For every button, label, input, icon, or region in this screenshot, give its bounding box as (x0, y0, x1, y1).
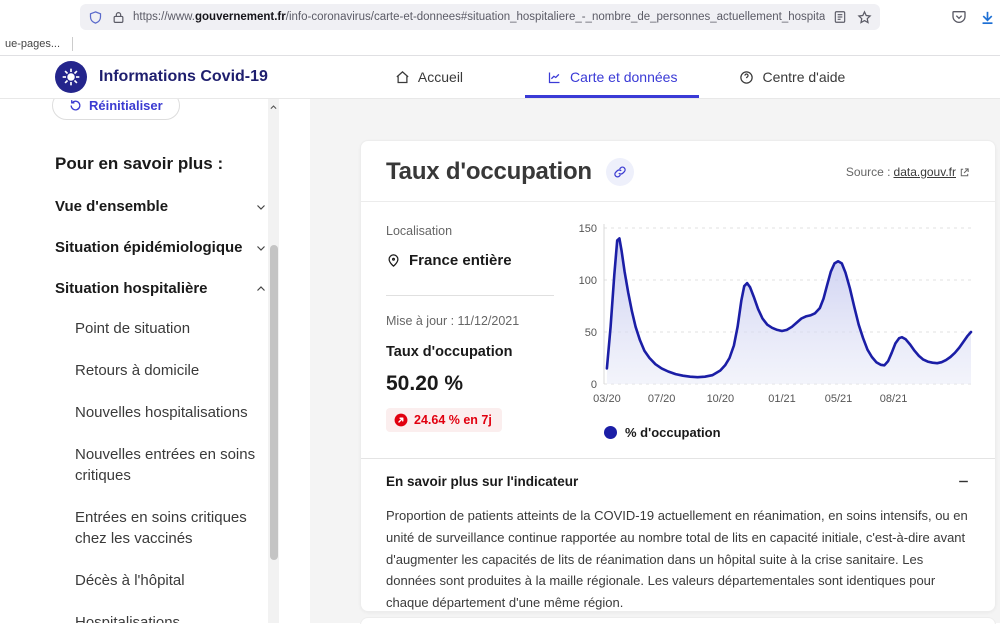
reset-button-label: Réinitialiser (89, 99, 163, 113)
divider (386, 295, 554, 296)
virus-logo-icon (55, 61, 87, 93)
source-line: Source : data.gouv.fr (846, 165, 970, 179)
main-content: Taux d'occupation Source : data.gouv.fr … (310, 99, 1000, 624)
shield-icon[interactable] (88, 10, 103, 25)
sidebar-item-retours-a-domicile[interactable]: Retours à domicile (75, 362, 200, 379)
localisation-value[interactable]: France entière (409, 252, 512, 269)
svg-text:07/20: 07/20 (648, 393, 676, 405)
sidebar-item-nouvelles-entrees-soins-critiques[interactable]: Nouvelles entrées en soins critiques (75, 446, 256, 484)
indicator-details-section: En savoir plus sur l'indicateur Proporti… (361, 458, 995, 611)
section-label: Vue d'ensemble (55, 198, 169, 215)
sidebar-item-deces-a-lhopital[interactable]: Décès à l'hôpital (75, 572, 185, 589)
sidebar-heading: Pour en savoir plus : (55, 154, 224, 173)
section-label: Situation épidémiologique (55, 239, 243, 256)
download-icon[interactable] (979, 9, 996, 26)
delta-badge: 24.64 % en 7j (386, 408, 502, 432)
svg-text:0: 0 (591, 379, 597, 391)
card-body: Localisation France entière Mise à jour … (361, 202, 995, 446)
bookmarks-separator (72, 37, 74, 51)
increase-arrow-icon (394, 413, 408, 427)
help-circle-icon (740, 70, 754, 84)
url-bar[interactable]: https://www.gouvernement.fr/info-coronav… (80, 4, 880, 30)
card-header: Taux d'occupation Source : data.gouv.fr (361, 141, 995, 202)
sidebar-scrollbar-thumb[interactable] (269, 245, 278, 560)
svg-text:50: 50 (585, 327, 597, 339)
legend-dot-icon (604, 426, 617, 439)
sidebar: Réinitialiser Pour en savoir plus : Vue … (0, 99, 310, 623)
chart-legend: % d'occupation (604, 425, 977, 440)
nav-accueil[interactable]: Accueil (373, 56, 485, 98)
star-icon[interactable] (857, 9, 872, 25)
bookmarks-bar: ue-pages... (0, 33, 1000, 56)
nav-label: Accueil (417, 69, 464, 85)
legend-label: % d'occupation (625, 425, 721, 440)
localisation-label: Localisation (386, 224, 453, 238)
next-card-edge (360, 617, 996, 624)
chevron-down-icon (257, 204, 265, 210)
sidebar-section-vue-densemble[interactable]: Vue d'ensemble (55, 198, 267, 215)
reset-button[interactable]: Réinitialiser (52, 99, 180, 120)
refresh-icon (70, 100, 81, 111)
browser-chrome: https://www.gouvernement.fr/info-coronav… (0, 0, 1000, 56)
chart-area: 0 50 100 150 03/20 07/20 10/20 01/21 05/21 08/21 … (574, 216, 983, 440)
sidebar-item-nouvelles-hospitalisations[interactable]: Nouvelles hospitalisations (75, 404, 248, 421)
browser-toolbar: https://www.gouvernement.fr/info-coronav… (0, 0, 1000, 33)
chevron-up-icon (257, 285, 265, 291)
site-brand[interactable]: Informations Covid-19 (55, 61, 268, 93)
section-label: Situation hospitalière (55, 280, 208, 297)
svg-text:150: 150 (579, 223, 597, 235)
sidebar-section-situation-hospitaliere[interactable]: Situation hospitalière (55, 280, 267, 297)
home-icon (396, 70, 409, 83)
link-icon[interactable] (605, 158, 634, 186)
indicator-info-column: Localisation France entière Mise à jour … (386, 216, 574, 440)
indicator-details-text: Proportion de patients atteints de la CO… (386, 508, 968, 611)
collapse-minus-icon[interactable] (957, 475, 970, 488)
sidebar-item-hospitalisations[interactable]: Hospitalisations (75, 614, 181, 623)
indicator-details-title: En savoir plus sur l'indicateur (386, 474, 579, 489)
external-link-icon (960, 167, 969, 176)
svg-text:100: 100 (579, 275, 597, 287)
nav-label: Carte et données (570, 69, 678, 85)
bookmark-item[interactable]: ue-pages... (5, 38, 61, 50)
scrollbar-up-arrow-icon[interactable] (268, 101, 279, 113)
svg-text:05/21: 05/21 (825, 393, 853, 405)
nav-label: Centre d'aide (762, 69, 846, 85)
sidebar-item-point-de-situation[interactable]: Point de situation (75, 320, 191, 337)
sidebar-item-entrees-soins-critiques-vaccines[interactable]: Entrées en soins critiques chez les vacc… (75, 509, 247, 547)
line-chart-icon (548, 72, 560, 83)
chevron-down-icon (257, 245, 265, 251)
source-label: Source : (845, 165, 891, 179)
lock-icon[interactable] (112, 11, 125, 24)
svg-text:10/20: 10/20 (707, 393, 735, 405)
svg-text:01/21: 01/21 (768, 393, 796, 405)
nav-carte-et-donnees[interactable]: Carte et données (525, 56, 700, 98)
url-text[interactable]: https://www.gouvernement.fr/info-coronav… (133, 11, 825, 23)
sidebar-section-situation-epidemiologique[interactable]: Situation épidémiologique (55, 239, 267, 256)
svg-text:08/21: 08/21 (880, 393, 908, 405)
nav-centre-daide[interactable]: Centre d'aide (717, 56, 867, 98)
indicator-details-header[interactable]: En savoir plus sur l'indicateur (386, 474, 970, 489)
delta-badge-label: 24.64 % en 7j (414, 413, 492, 427)
occupancy-chart[interactable]: 0 50 100 150 03/20 07/20 10/20 01/21 05/21 08/21 (574, 216, 977, 414)
indicator-card: Taux d'occupation Source : data.gouv.fr … (360, 140, 996, 612)
svg-text:03/20: 03/20 (593, 393, 621, 405)
metric-label: Taux d'occupation (386, 344, 513, 360)
updated-label: Mise à jour : 11/12/2021 (386, 314, 520, 328)
map-pin-icon (388, 254, 399, 267)
source-link[interactable]: data.gouv.fr (893, 165, 956, 179)
site-header: Informations Covid-19 Accueil Carte et d… (0, 56, 1000, 99)
reader-mode-icon[interactable] (833, 10, 847, 24)
card-title: Taux d'occupation (386, 158, 592, 185)
top-navigation: Accueil Carte et données Centre d'aide (373, 56, 867, 98)
brand-name: Informations Covid-19 (99, 68, 268, 85)
pocket-icon[interactable] (951, 9, 967, 25)
metric-value: 50.20 % (386, 372, 464, 395)
